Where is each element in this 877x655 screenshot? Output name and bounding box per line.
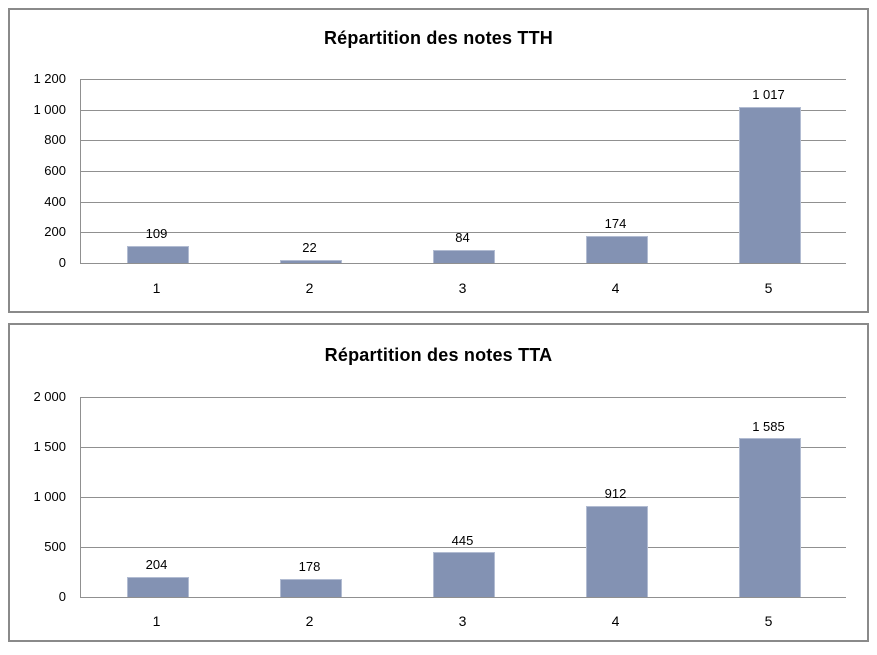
gridline: [81, 110, 846, 111]
bar-value-label: 109: [145, 226, 168, 241]
x-tick-label: 1: [152, 280, 161, 296]
bar-category-3: [433, 552, 495, 597]
bar-value-label: 84: [455, 230, 470, 245]
tta-bar-chart: Répartition des notes TTA 0 500 1 000 1 500…: [8, 323, 869, 642]
bar-value-label: 174: [604, 216, 627, 231]
y-tick-label: 800: [44, 132, 66, 147]
gridline: [81, 202, 846, 203]
x-tick-label: 4: [611, 280, 620, 296]
bar-category-1: [127, 246, 189, 263]
gridline: [81, 171, 846, 172]
bar-value-label: 178: [298, 559, 321, 574]
x-tick-label: 2: [305, 280, 314, 296]
bar-value-label: 204: [145, 557, 168, 572]
bar-category-1: [127, 577, 189, 597]
gridline: [81, 547, 846, 548]
y-tick-label: 1 200: [33, 71, 66, 86]
plot-area: [80, 79, 846, 264]
y-tick-label: 0: [58, 589, 66, 604]
x-tick-label: 3: [458, 280, 467, 296]
bar-category-5: [739, 438, 801, 597]
x-tick-label: 2: [305, 613, 314, 629]
x-tick-label: 3: [458, 613, 467, 629]
gridline: [81, 397, 846, 398]
bar-value-label: 1 585: [752, 419, 785, 434]
chart-title-tth: Répartition des notes TTH: [323, 28, 553, 48]
bar-category-4: [586, 236, 648, 263]
bar-value-label: 1 017: [752, 87, 785, 102]
y-tick-label: 1 000: [33, 489, 66, 504]
y-tick-label: 1 500: [33, 439, 66, 454]
y-tick-label: 0: [58, 255, 66, 270]
gridline: [81, 79, 846, 80]
bar-value-label: 445: [451, 533, 474, 548]
y-tick-label: 200: [44, 224, 66, 239]
gridline: [81, 497, 846, 498]
bar-value-label: 22: [302, 240, 317, 255]
bar-category-2: [280, 260, 342, 263]
y-tick-label: 500: [44, 539, 66, 554]
y-tick-label: 2 000: [33, 389, 66, 404]
tth-bar-chart: Répartition des notes TTH 0 200 400 600 800 1…: [8, 8, 869, 313]
chart-title-tta: Répartition des notes TTA: [324, 345, 553, 365]
x-tick-label: 5: [764, 613, 773, 629]
plot-area: [80, 397, 846, 598]
bar-category-4: [586, 506, 648, 597]
x-tick-label: 1: [152, 613, 161, 629]
x-tick-label: 5: [764, 280, 773, 296]
bar-category-2: [280, 579, 342, 597]
gridline: [81, 447, 846, 448]
x-tick-label: 4: [611, 613, 620, 629]
gridline: [81, 140, 846, 141]
y-tick-label: 400: [44, 194, 66, 209]
bar-value-label: 912: [604, 486, 627, 501]
y-tick-label: 600: [44, 163, 66, 178]
gridline: [81, 232, 846, 233]
y-tick-label: 1 000: [33, 102, 66, 117]
bar-category-3: [433, 250, 495, 263]
bar-category-5: [739, 107, 801, 263]
